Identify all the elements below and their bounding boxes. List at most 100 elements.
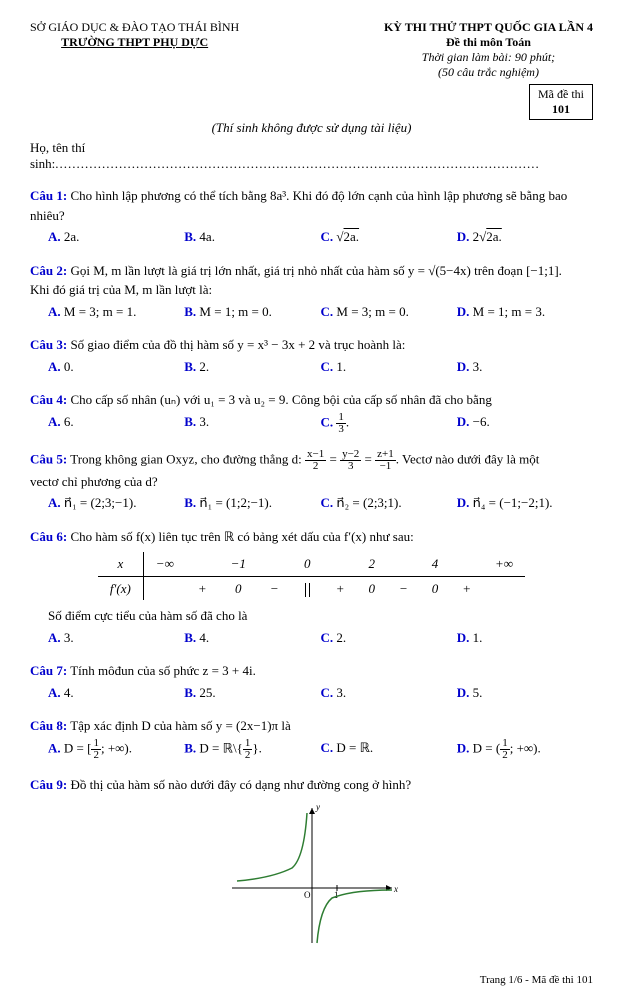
q3-opt-c: C. 1. bbox=[321, 357, 457, 377]
q7-opt-d: D. 5. bbox=[457, 683, 593, 703]
q7-text: Tính môđun của số phức z = 3 + 4i. bbox=[67, 663, 256, 678]
q4-opt-d: D. −6. bbox=[457, 412, 593, 435]
q4-label: Câu 4: bbox=[30, 392, 67, 407]
code-label: Mã đề thi bbox=[538, 87, 584, 102]
header-left: SỞ GIÁO DỤC & ĐÀO TẠO THÁI BÌNH TRƯỜNG T… bbox=[30, 20, 239, 80]
subject: Đề thi môn Toán bbox=[384, 35, 593, 50]
q1-options: A. 2a. B. 4a. C. √2a. D. 2√2a. bbox=[30, 227, 593, 247]
question-9: Câu 9: Đồ thị của hàm số nào dưới đây có… bbox=[30, 775, 593, 954]
q2-label: Câu 2: bbox=[30, 263, 67, 278]
curve-right bbox=[317, 890, 392, 943]
q5-opt-b: B. n⃗₁ = (1;2;−1). bbox=[184, 493, 320, 513]
q3-opt-a: A. 0. bbox=[48, 357, 184, 377]
q8-opt-b: B. D = ℝ\{12}. bbox=[184, 738, 320, 761]
q1-opt-d: D. 2√2a. bbox=[457, 227, 593, 247]
q2-opt-b: B. M = 1; m = 0. bbox=[184, 302, 320, 322]
q5-text-pre: Trong không gian Oxyz, cho đường thẳng d… bbox=[67, 451, 305, 466]
exam-title: KỲ THI THỬ THPT QUỐC GIA LẦN 4 bbox=[384, 20, 593, 35]
school-name: TRƯỜNG THPT PHỤ DỰC bbox=[30, 35, 239, 50]
count-text: (50 câu trắc nghiệm) bbox=[384, 65, 593, 80]
q7-opt-c: C. 3. bbox=[321, 683, 457, 703]
q6-options: A. 3. B. 4. C. 2. D. 1. bbox=[30, 628, 593, 648]
q5-opt-c: C. n⃗₂ = (2;3;1). bbox=[321, 493, 457, 513]
q7-options: A. 4. B. 25. C. 3. D. 5. bbox=[30, 683, 593, 703]
q2-opt-d: D. M = 1; m = 3. bbox=[457, 302, 593, 322]
instruction: (Thí sinh không được sử dụng tài liệu) bbox=[30, 120, 593, 136]
header-right: KỲ THI THỬ THPT QUỐC GIA LẦN 4 Đề thi mô… bbox=[384, 20, 593, 80]
q6-opt-a: A. 3. bbox=[48, 628, 184, 648]
question-8: Câu 8: Tập xác định D của hàm số y = (2x… bbox=[30, 716, 593, 761]
double-bar-icon bbox=[305, 583, 310, 597]
q4-opt-a: A. 6. bbox=[48, 412, 184, 435]
sign-table: x −∞ −1 0 2 4 +∞ f′(x) + 0− + 0− 0+ bbox=[98, 552, 525, 600]
q6-sub: Số điểm cực tiểu của hàm số đã cho là bbox=[30, 606, 593, 626]
y-arrow-icon bbox=[309, 808, 315, 814]
q7-opt-b: B. 25. bbox=[184, 683, 320, 703]
tick-1: 1 bbox=[334, 890, 339, 900]
q1-opt-c: C. √2a. bbox=[321, 227, 457, 247]
q4-text: Cho cấp số nhân (uₙ) với u₁ = 3 và u₂ = … bbox=[67, 392, 492, 407]
q8-opt-d: D. D = (12; +∞). bbox=[457, 738, 593, 761]
q3-opt-d: D. 3. bbox=[457, 357, 593, 377]
q5-text2: vectơ chỉ phương của d? bbox=[30, 472, 593, 492]
exam-code-box: Mã đề thi 101 bbox=[529, 84, 593, 120]
q1-opt-b: B. 4a. bbox=[184, 227, 320, 247]
q8-text: Tập xác định D của hàm số y = (2x−1)π là bbox=[67, 718, 291, 733]
q1-text: Cho hình lập phương có thể tích bằng 8a³… bbox=[30, 188, 567, 223]
q4-opt-c: C. 13. bbox=[321, 412, 457, 435]
code-value: 101 bbox=[538, 102, 584, 117]
sign-row-x: x −∞ −1 0 2 4 +∞ bbox=[98, 552, 525, 576]
q2-opt-a: A. M = 3; m = 1. bbox=[48, 302, 184, 322]
q2-text: Gọi M, m lần lượt là giá trị lớn nhất, g… bbox=[67, 263, 562, 278]
q2-opt-c: C. M = 3; m = 0. bbox=[321, 302, 457, 322]
name-line: Họ, tên thí sinh:.......................… bbox=[30, 140, 593, 172]
q8-label: Câu 8: bbox=[30, 718, 67, 733]
q3-text: Số giao điểm của đồ thị hàm số y = x³ − … bbox=[67, 337, 405, 352]
dept-text: SỞ GIÁO DỤC & ĐÀO TẠO THÁI BÌNH bbox=[30, 20, 239, 35]
q6-opt-c: C. 2. bbox=[321, 628, 457, 648]
q9-label: Câu 9: bbox=[30, 777, 67, 792]
q7-opt-a: A. 4. bbox=[48, 683, 184, 703]
q2-text2: Khi đó giá trị của M, m lần lượt là: bbox=[30, 280, 593, 300]
q3-opt-b: B. 2. bbox=[184, 357, 320, 377]
graph-svg: x y O 1 bbox=[222, 798, 402, 948]
q3-options: A. 0. B. 2. C. 1. D. 3. bbox=[30, 357, 593, 377]
name-dots: ........................................… bbox=[55, 156, 540, 171]
q5-opt-a: A. n⃗₁ = (2;3;−1). bbox=[48, 493, 184, 513]
y-label: y bbox=[315, 802, 320, 812]
q5-label: Câu 5: bbox=[30, 451, 67, 466]
q1-opt-a: A. 2a. bbox=[48, 227, 184, 247]
q8-options: A. D = [12; +∞). B. D = ℝ\{12}. C. D = ℝ… bbox=[30, 738, 593, 761]
question-7: Câu 7: Tính môđun của số phức z = 3 + 4i… bbox=[30, 661, 593, 702]
curve-left bbox=[237, 813, 307, 881]
q4-options: A. 6. B. 3. C. 13. D. −6. bbox=[30, 412, 593, 435]
question-6: Câu 6: Cho hàm số f(x) liên tục trên ℝ c… bbox=[30, 527, 593, 648]
graph-container: x y O 1 bbox=[30, 798, 593, 954]
time-text: Thời gian làm bài: 90 phút; bbox=[384, 50, 593, 65]
q8-opt-a: A. D = [12; +∞). bbox=[48, 738, 184, 761]
q1-label: Câu 1: bbox=[30, 188, 67, 203]
q3-label: Câu 3: bbox=[30, 337, 67, 352]
question-5: Câu 5: Trong không gian Oxyz, cho đường … bbox=[30, 449, 593, 513]
q4-opt-b: B. 3. bbox=[184, 412, 320, 435]
q5-text-post: . Vectơ nào dưới đây là một bbox=[396, 451, 540, 466]
q7-label: Câu 7: bbox=[30, 663, 67, 678]
x-label: x bbox=[393, 884, 398, 894]
question-3: Câu 3: Số giao điểm của đồ thị hàm số y … bbox=[30, 335, 593, 376]
question-2: Câu 2: Gọi M, m lần lượt là giá trị lớn … bbox=[30, 261, 593, 322]
q2-options: A. M = 3; m = 1. B. M = 1; m = 0. C. M =… bbox=[30, 302, 593, 322]
page-footer: Trang 1/6 - Mã đề thi 101 bbox=[30, 974, 593, 986]
header: SỞ GIÁO DỤC & ĐÀO TẠO THÁI BÌNH TRƯỜNG T… bbox=[30, 20, 593, 80]
q5-options: A. n⃗₁ = (2;3;−1). B. n⃗₁ = (1;2;−1). C.… bbox=[30, 493, 593, 513]
q9-text: Đồ thị của hàm số nào dưới đây có dạng n… bbox=[67, 777, 411, 792]
q5-opt-d: D. n⃗₄ = (−1;−2;1). bbox=[457, 493, 593, 513]
question-1: Câu 1: Cho hình lập phương có thể tích b… bbox=[30, 186, 593, 247]
q6-text: Cho hàm số f(x) liên tục trên ℝ có bảng … bbox=[67, 529, 414, 544]
q6-opt-b: B. 4. bbox=[184, 628, 320, 648]
origin-label: O bbox=[304, 890, 311, 900]
question-4: Câu 4: Cho cấp số nhân (uₙ) với u₁ = 3 v… bbox=[30, 390, 593, 435]
q6-label: Câu 6: bbox=[30, 529, 67, 544]
q6-opt-d: D. 1. bbox=[457, 628, 593, 648]
q8-opt-c: C. D = ℝ. bbox=[321, 738, 457, 761]
sign-row-fprime: f′(x) + 0− + 0− 0+ bbox=[98, 576, 525, 600]
